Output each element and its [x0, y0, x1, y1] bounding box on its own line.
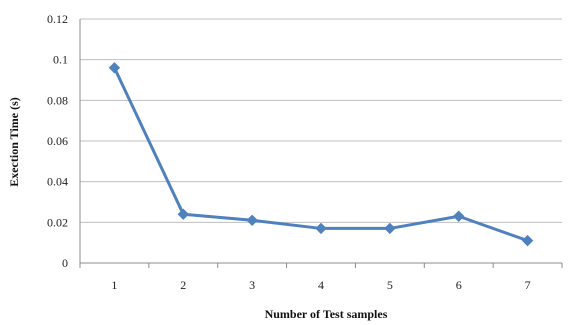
gridlines: [80, 18, 562, 223]
y-tick-label: 0.04: [47, 175, 68, 189]
x-tick-label: 1: [111, 278, 117, 292]
x-axis-title: Number of Test samples: [265, 307, 388, 321]
x-tick-label: 5: [387, 278, 393, 292]
x-tick-label: 2: [180, 278, 186, 292]
y-tick-label: 0.08: [47, 93, 68, 107]
x-tick-label: 6: [456, 278, 462, 292]
data-point: [453, 210, 465, 222]
x-tick-label: 3: [249, 278, 255, 292]
axes: [79, 19, 563, 268]
y-tick-labels: 0 0.02 0.04 0.06 0.08 0.1 0.12: [47, 12, 68, 270]
data-point: [246, 214, 258, 227]
data-point: [108, 62, 121, 74]
y-tick-label: 0.02: [47, 215, 68, 229]
y-axis-title: Exection Time (s): [7, 97, 21, 187]
data-point: [521, 234, 534, 247]
x-tick-label: 7: [525, 278, 531, 292]
series-line: [112, 66, 530, 243]
data-points: [108, 62, 534, 247]
data-point: [177, 208, 189, 220]
x-tick-labels: 1 2 3 4 5 6 7: [111, 278, 530, 292]
y-tick-label: 0.1: [53, 53, 68, 67]
data-point: [384, 222, 396, 235]
series-lines: [112, 66, 530, 243]
data-point: [315, 222, 327, 235]
y-tick-label: 0: [62, 256, 68, 270]
y-tick-label: 0.06: [47, 134, 68, 148]
x-tick-label: 4: [318, 278, 324, 292]
y-tick-label: 0.12: [47, 12, 68, 26]
